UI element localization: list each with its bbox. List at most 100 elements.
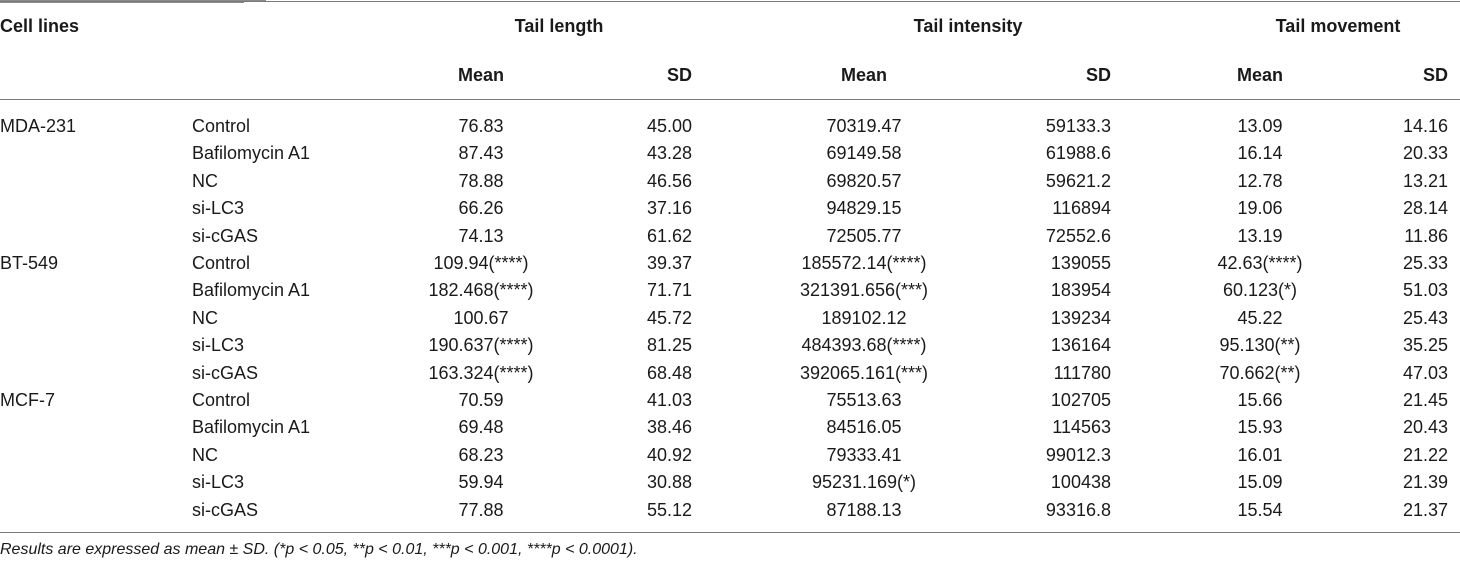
table-cell-tail-intensity-sd: 116894 bbox=[1052, 198, 1111, 219]
table-cell-tail-length-mean: 76.83 bbox=[458, 116, 504, 136]
table-cell-tail-intensity-sd: 136164 bbox=[1050, 335, 1111, 356]
table-cell-tail-length-sd: 46.56 bbox=[646, 170, 692, 191]
header-cell-lines: Cell lines bbox=[0, 16, 80, 36]
table-cell-tail-length-sd: 43.28 bbox=[646, 143, 692, 164]
table-cell-treatment: Bafilomycin A1 bbox=[192, 417, 311, 438]
table-cell-tail-movement-sd: 35.25 bbox=[1402, 335, 1448, 356]
tail-length-rule bbox=[0, 0, 266, 1]
table-cell-tail-length-sd: 40.92 bbox=[646, 444, 692, 465]
table-cell-tail-movement-mean: 45.22 bbox=[1237, 307, 1283, 328]
table-cell-tail-movement-sd: 14.16 bbox=[1402, 116, 1448, 136]
table-cell-tail-intensity-mean: 189102.12 bbox=[821, 307, 907, 328]
header-tail-length: Tail length bbox=[514, 16, 604, 36]
table-cell-tail-length-sd: 81.25 bbox=[646, 335, 692, 356]
table-cell-cell-line: BT-549 bbox=[0, 253, 59, 273]
table-cell-treatment: NC bbox=[192, 170, 218, 191]
table-cell-tail-movement-mean: 13.19 bbox=[1237, 225, 1283, 246]
table-cell-tail-length-sd: 45.00 bbox=[646, 116, 692, 136]
table-cell-tail-movement-mean: 15.93 bbox=[1237, 417, 1283, 438]
table-cell-treatment: Control bbox=[192, 116, 251, 136]
table-cell-treatment: NC bbox=[192, 444, 218, 465]
table-cell-tail-intensity-sd: 61988.6 bbox=[1045, 143, 1111, 164]
table-cell-tail-intensity-sd: 72552.6 bbox=[1045, 225, 1111, 246]
tail-movement-rule bbox=[0, 2, 244, 3]
table-cell-tail-length-mean: 78.88 bbox=[458, 170, 504, 191]
table-cell-treatment: si-LC3 bbox=[192, 335, 245, 356]
bottom-rule bbox=[0, 532, 1460, 533]
table-cell-tail-movement-mean: 19.06 bbox=[1237, 198, 1283, 219]
table-cell-tail-movement-sd: 47.03 bbox=[1402, 362, 1448, 383]
table-cell-tail-movement-mean: 15.66 bbox=[1237, 390, 1283, 410]
table-cell-tail-movement-mean: 60.123(*) bbox=[1222, 280, 1298, 301]
table-cell-tail-length-mean: 100.67 bbox=[453, 307, 509, 328]
table-cell-treatment: Bafilomycin A1 bbox=[192, 143, 311, 164]
table-footnote: Results are expressed as mean ± SD. (*p … bbox=[0, 541, 638, 558]
table-cell-tail-length-mean: 69.48 bbox=[458, 417, 504, 438]
table-cell-tail-intensity-sd: 59133.3 bbox=[1045, 116, 1111, 136]
table-cell-tail-intensity-mean: 79333.41 bbox=[826, 444, 902, 465]
header-tail-movement-sd: SD bbox=[1422, 65, 1448, 85]
header-tail-movement-mean: Mean bbox=[1236, 65, 1284, 85]
table-cell-treatment: si-cGAS bbox=[192, 225, 259, 246]
table-cell-tail-movement-sd: 21.22 bbox=[1402, 444, 1448, 465]
table-cell-tail-movement-sd: 21.39 bbox=[1402, 472, 1448, 493]
table-cell-tail-movement-sd: 25.33 bbox=[1402, 253, 1448, 273]
table-cell-tail-intensity-mean: 94829.15 bbox=[826, 198, 902, 219]
table-cell-tail-movement-mean: 16.01 bbox=[1237, 444, 1283, 465]
table-cell-tail-movement-sd: 28.14 bbox=[1402, 198, 1448, 219]
table-cell-tail-intensity-mean: 75513.63 bbox=[826, 390, 902, 410]
table-cell-tail-length-mean: 190.637(****) bbox=[428, 335, 534, 356]
table-cell-treatment: si-LC3 bbox=[192, 198, 245, 219]
table-cell-cell-line: MDA-231 bbox=[0, 116, 77, 136]
table-cell-tail-movement-mean: 15.54 bbox=[1237, 499, 1283, 520]
table-cell-tail-length-sd: 39.37 bbox=[646, 253, 692, 273]
table-cell-tail-length-mean: 59.94 bbox=[458, 472, 504, 493]
table-cell-tail-intensity-sd: 183954 bbox=[1050, 280, 1111, 301]
table-cell-tail-intensity-sd: 93316.8 bbox=[1045, 499, 1111, 520]
table-cell-tail-intensity-mean: 84516.05 bbox=[826, 417, 902, 438]
table-cell-tail-movement-mean: 42.63(****) bbox=[1217, 253, 1303, 273]
table-cell-tail-length-sd: 68.48 bbox=[646, 362, 692, 383]
table-cell-tail-intensity-mean: 321391.656(***) bbox=[799, 280, 929, 301]
table-cell-tail-length-sd: 45.72 bbox=[646, 307, 692, 328]
table-cell-tail-movement-mean: 13.09 bbox=[1237, 116, 1283, 136]
table-cell-tail-intensity-mean: 484393.68(****) bbox=[801, 335, 927, 356]
table-cell-tail-movement-mean: 16.14 bbox=[1237, 143, 1283, 164]
table-cell-tail-movement-sd: 11.86 bbox=[1404, 225, 1448, 246]
table-cell-tail-intensity-mean: 95231.169(*) bbox=[811, 472, 917, 493]
header-rule bbox=[0, 99, 1460, 100]
table-cell-tail-intensity-sd: 100438 bbox=[1050, 472, 1111, 493]
table-cell-tail-movement-mean: 95.130(**) bbox=[1219, 335, 1301, 356]
header-tail-length-sd: SD bbox=[666, 65, 692, 85]
table-cell-tail-length-mean: 87.43 bbox=[458, 143, 504, 164]
header-tail-intensity: Tail intensity bbox=[913, 16, 1023, 36]
table-cell-tail-length-mean: 68.23 bbox=[458, 444, 504, 465]
table-cell-tail-length-mean: 163.324(****) bbox=[428, 362, 534, 383]
table-cell-treatment: NC bbox=[192, 307, 218, 328]
table-cell-tail-movement-mean: 12.78 bbox=[1237, 170, 1283, 191]
table-cell-tail-length-mean: 182.468(****) bbox=[428, 280, 534, 301]
table-cell-tail-intensity-sd: 59621.2 bbox=[1045, 170, 1111, 191]
table-cell-tail-length-sd: 71.71 bbox=[646, 280, 692, 301]
table-cell-tail-movement-mean: 15.09 bbox=[1237, 472, 1283, 493]
table-cell-tail-movement-sd: 21.37 bbox=[1402, 499, 1448, 520]
header-tail-intensity-mean: Mean bbox=[840, 65, 888, 85]
table-cell-tail-length-mean: 74.13 bbox=[458, 225, 504, 246]
table-cell-tail-length-sd: 41.03 bbox=[646, 390, 692, 410]
table-cell-treatment: Control bbox=[192, 390, 251, 410]
table-cell-treatment: si-cGAS bbox=[192, 499, 259, 520]
table-cell-tail-intensity-mean: 185572.14(****) bbox=[801, 253, 927, 273]
table-cell-tail-intensity-sd: 139055 bbox=[1050, 253, 1111, 273]
header-tail-movement: Tail movement bbox=[1275, 16, 1401, 36]
table-cell-tail-movement-sd: 25.43 bbox=[1402, 307, 1448, 328]
table-cell-treatment: si-cGAS bbox=[192, 362, 259, 383]
table-cell-tail-length-sd: 37.16 bbox=[646, 198, 692, 219]
table-cell-tail-length-mean: 77.88 bbox=[458, 499, 504, 520]
table-cell-tail-intensity-mean: 70319.47 bbox=[826, 116, 902, 136]
table-cell-tail-length-mean: 70.59 bbox=[458, 390, 504, 410]
table-cell-treatment: Bafilomycin A1 bbox=[192, 280, 311, 301]
table-cell-tail-intensity-sd: 99012.3 bbox=[1045, 444, 1111, 465]
table-cell-tail-movement-sd: 20.33 bbox=[1402, 143, 1448, 164]
table-cell-tail-intensity-mean: 392065.161(***) bbox=[799, 362, 929, 383]
table-cell-tail-movement-sd: 21.45 bbox=[1402, 390, 1448, 410]
